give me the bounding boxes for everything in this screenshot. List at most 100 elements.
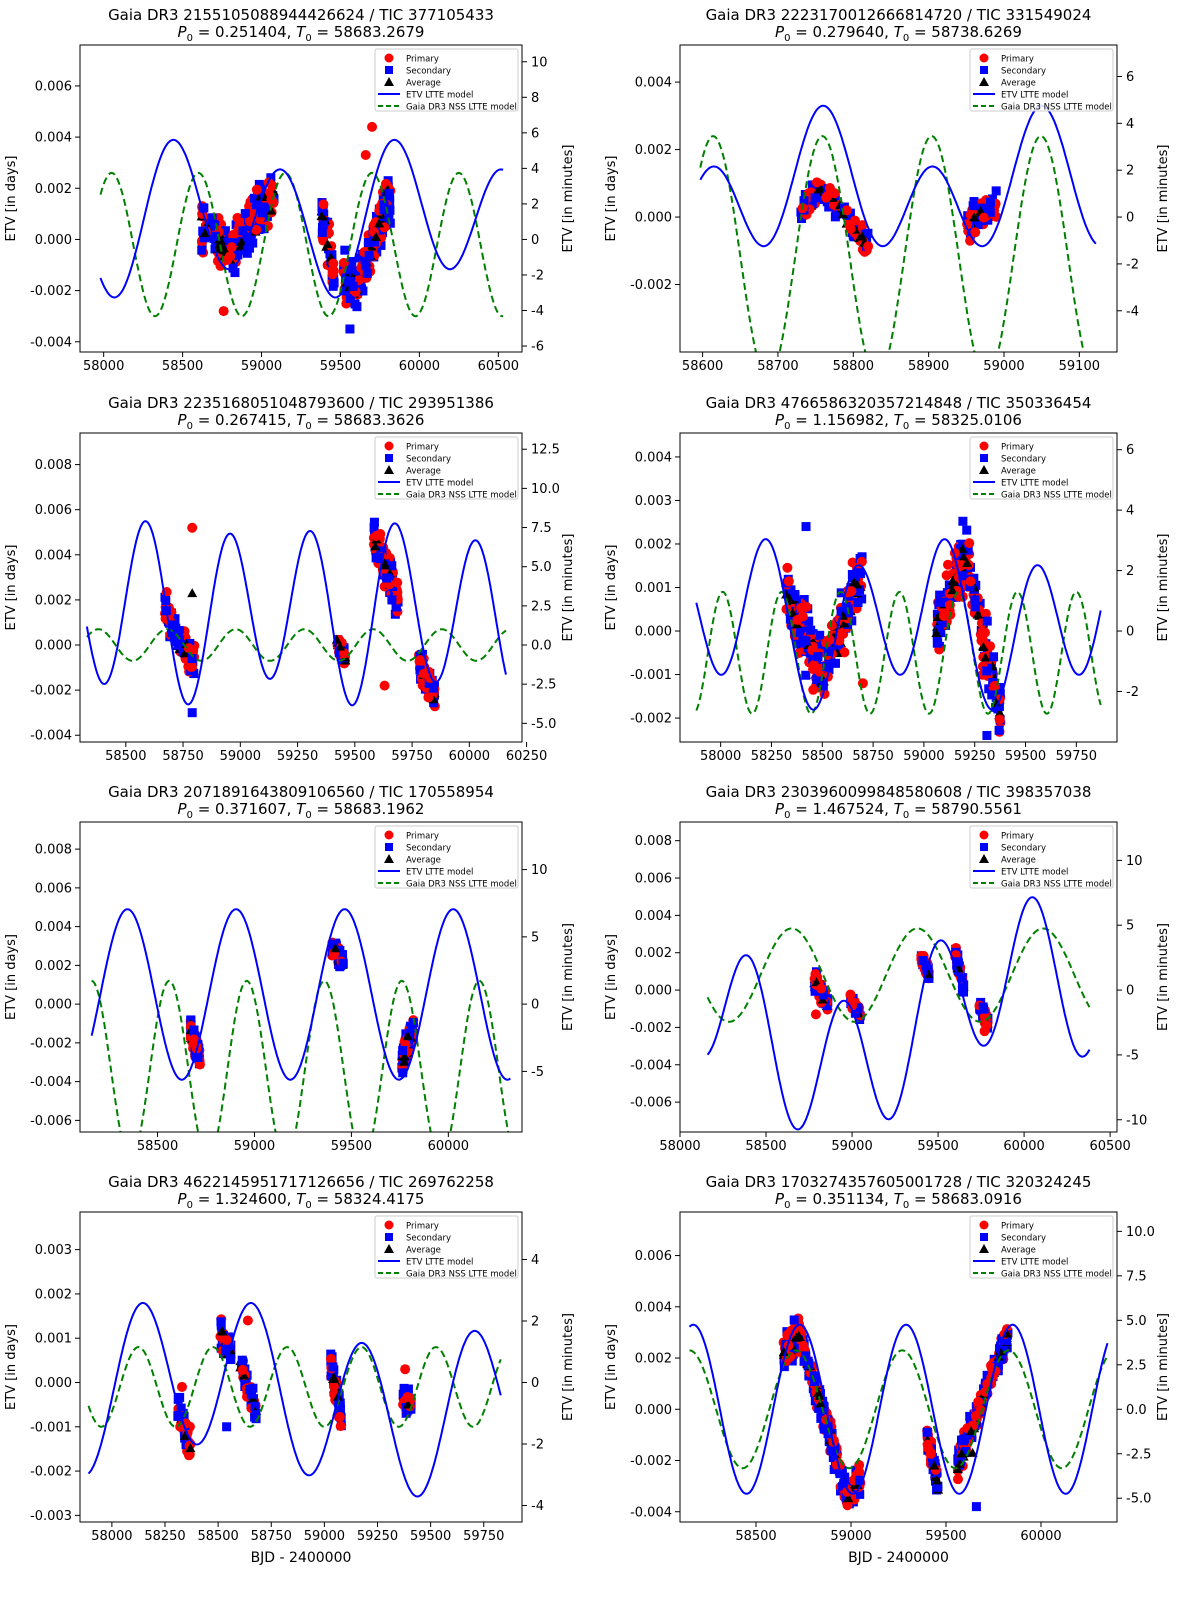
legend-average-marker: [384, 1244, 394, 1253]
secondary-point: [816, 1409, 826, 1419]
average-point: [330, 943, 341, 953]
secondary-point: [829, 1465, 839, 1475]
legend-label: Secondary: [406, 1234, 451, 1244]
chart-subtitle: P0 = 0.351134, T0 = 58683.0916: [775, 1190, 1022, 1211]
secondary-point: [317, 227, 327, 237]
y2-tick-label: -6: [531, 340, 544, 355]
secondary-point: [828, 1453, 838, 1463]
secondary-point: [959, 980, 969, 990]
secondary-point: [960, 1434, 970, 1444]
secondary-point: [242, 232, 252, 242]
secondary-point: [364, 250, 374, 260]
gaia-nss-ltte-model-line: [87, 1346, 502, 1428]
x-tick-label: 59000: [831, 1139, 872, 1154]
legend-label: Average: [406, 856, 441, 866]
legend-label: Secondary: [1001, 844, 1046, 854]
chart-panel-5: Gaia DR3 2071891643809106560 / TIC 17055…: [4, 783, 576, 1154]
secondary-point: [173, 1411, 183, 1421]
legend-label: ETV LTTE model: [406, 868, 473, 878]
secondary-point: [804, 616, 814, 626]
chart-title: Gaia DR3 4622145951717126656 / TIC 26976…: [108, 1173, 494, 1191]
x-tick-label: 58750: [251, 1529, 292, 1544]
legend-label: Average: [1001, 79, 1036, 89]
secondary-point: [810, 193, 820, 203]
average-point: [236, 236, 247, 246]
x-tick-label: 58800: [833, 359, 874, 374]
chart-panel-7: Gaia DR3 4622145951717126656 / TIC 26976…: [4, 1173, 576, 1566]
primary-point: [973, 1396, 984, 1407]
primary-point: [225, 251, 236, 262]
secondary-point: [219, 234, 229, 244]
secondary-point: [818, 990, 828, 1000]
y2-tick-label: -5: [1126, 1048, 1139, 1063]
y-tick-label: 0.006: [635, 1249, 672, 1264]
x-tick-label: 60000: [449, 749, 490, 764]
secondary-point: [790, 591, 800, 601]
average-point: [956, 1448, 967, 1458]
y2-tick-label: 0.0: [531, 639, 552, 654]
secondary-point: [838, 1481, 848, 1491]
y-tick-label: 0.002: [35, 959, 72, 974]
chart-subtitle: P0 = 1.324600, T0 = 58324.4175: [178, 1190, 425, 1211]
secondary-point: [918, 956, 928, 966]
average-point: [399, 1051, 410, 1061]
secondary-point: [982, 616, 992, 626]
average-point: [962, 557, 973, 567]
y-axis-label: ETV [in days]: [604, 934, 619, 1020]
primary-point: [226, 242, 237, 253]
secondary-point: [258, 202, 268, 212]
secondary-point: [345, 324, 355, 334]
x-tick-label: 59000: [304, 1529, 345, 1544]
y2-tick-label: 5.0: [531, 560, 552, 575]
y-tick-label: -0.002: [630, 1454, 672, 1469]
secondary-point: [933, 638, 943, 648]
primary-point: [177, 1381, 187, 1392]
primary-point: [402, 1391, 413, 1402]
y2-tick-label: 10: [531, 55, 548, 70]
primary-point: [834, 635, 845, 646]
legend-secondary-marker: [385, 1233, 393, 1241]
etv-ltte-model-line: [706, 896, 1091, 1131]
x-tick-label: 58500: [802, 749, 843, 764]
average-point: [967, 1447, 978, 1457]
legend-label: Average: [1001, 856, 1036, 866]
primary-point: [808, 659, 819, 670]
primary-point: [339, 648, 350, 659]
legend-box: [374, 48, 519, 112]
y2-tick-label: 4: [1126, 117, 1134, 132]
chart-panel-3: Gaia DR3 2235168051048793600 / TIC 29395…: [4, 394, 576, 764]
plot-area: [85, 517, 507, 718]
secondary-point: [220, 226, 230, 236]
legend-primary-marker: [384, 830, 394, 840]
legend: Primary Secondary Average ETV LTTE model Gai…: [969, 1215, 1114, 1280]
plot-area: [87, 1302, 502, 1498]
y2-tick-label: -4: [531, 304, 544, 319]
secondary-point: [257, 208, 267, 218]
gaia-nss-ltte-model-line: [706, 927, 1091, 1023]
primary-point: [792, 614, 803, 625]
secondary-point: [369, 237, 379, 247]
y-tick-label: -0.002: [30, 1036, 72, 1051]
y2-tick-label: 0: [531, 998, 539, 1013]
average-point: [179, 1430, 190, 1440]
y-tick-label: 0.008: [35, 458, 72, 473]
average-point: [370, 231, 381, 241]
secondary-point: [403, 1384, 413, 1394]
average-point: [399, 1056, 410, 1066]
secondary-point: [853, 1003, 863, 1013]
primary-point: [808, 684, 819, 695]
etv-ltte-model-line: [99, 138, 504, 299]
secondary-point: [348, 281, 358, 291]
legend-label: Gaia DR3 NSS LTTE model: [406, 103, 517, 113]
legend-box: [374, 825, 519, 889]
axes-frame: [679, 821, 1118, 1133]
x-tick-label: 58000: [91, 1529, 132, 1544]
y-tick-label: 0.001: [35, 1332, 72, 1347]
legend: Primary Secondary Average ETV LTTE model Gai…: [374, 1215, 519, 1280]
secondary-point: [848, 573, 858, 583]
primary-point: [970, 227, 981, 238]
y-axis-label: ETV [in days]: [4, 1324, 19, 1410]
primary-point: [228, 229, 239, 240]
axes-frame: [79, 432, 523, 743]
secondary-point: [223, 1340, 233, 1350]
